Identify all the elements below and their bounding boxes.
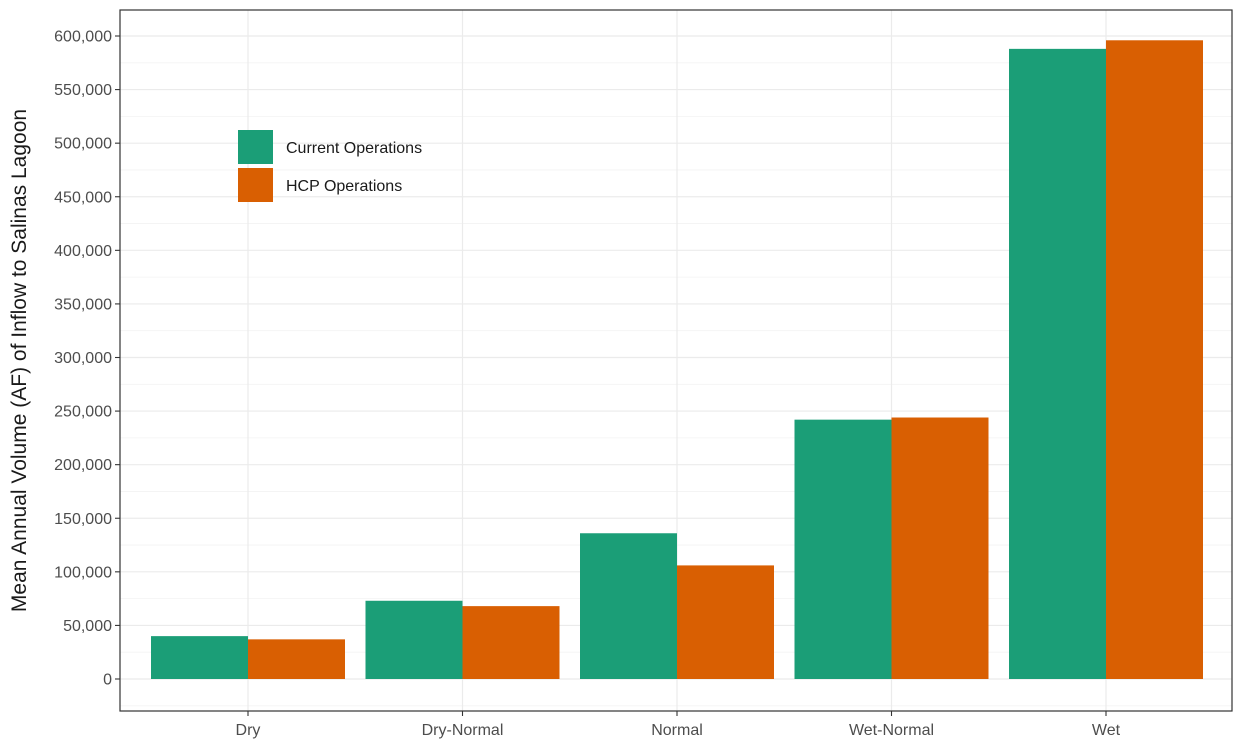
legend-swatch-current bbox=[238, 130, 273, 164]
bars bbox=[151, 40, 1203, 680]
legend-label-current: Current Operations bbox=[286, 140, 422, 157]
y-tick-label: 600,000 bbox=[54, 29, 112, 46]
legend: Current Operations HCP Operations bbox=[238, 130, 422, 202]
y-tick-label: 450,000 bbox=[54, 189, 112, 206]
y-tick-label: 400,000 bbox=[54, 243, 112, 260]
legend-label-hcp: HCP Operations bbox=[286, 178, 402, 195]
x-tick-label-dry: Dry bbox=[236, 722, 261, 739]
bar-current-wet-normal bbox=[794, 419, 892, 679]
bar-hcp-dry bbox=[248, 639, 345, 679]
y-tick-label: 250,000 bbox=[54, 404, 112, 421]
x-tick-label-wet: Wet bbox=[1092, 722, 1121, 739]
bar-hcp-wet-normal bbox=[891, 417, 989, 679]
bar-hcp-wet bbox=[1106, 40, 1203, 679]
y-tick-label: 150,000 bbox=[54, 511, 112, 528]
y-tick-label: 550,000 bbox=[54, 82, 112, 99]
x-tick-label-normal: Normal bbox=[651, 722, 703, 739]
y-tick-label: 500,000 bbox=[54, 136, 112, 153]
y-tick-label: 300,000 bbox=[54, 350, 112, 367]
bar-current-wet bbox=[1009, 48, 1106, 680]
bar-current-dry bbox=[151, 636, 248, 679]
bar-current-normal bbox=[580, 533, 677, 679]
legend-swatch-hcp bbox=[238, 168, 273, 202]
y-tick-label: 200,000 bbox=[54, 457, 112, 474]
x-tick-label-wet-normal: Wet-Normal bbox=[849, 722, 934, 739]
panel-border bbox=[119, 9, 1233, 712]
x-tick-label-dry-normal: Dry-Normal bbox=[422, 722, 504, 739]
y-tick-label: 100,000 bbox=[54, 564, 112, 581]
bar-hcp-normal bbox=[677, 565, 774, 679]
bar-current-dry-normal bbox=[365, 600, 463, 679]
bar-hcp-dry-normal bbox=[462, 606, 560, 679]
x-axis: Dry Dry-Normal Normal Wet-Normal Wet bbox=[236, 711, 1121, 739]
y-tick-label: 50,000 bbox=[63, 618, 112, 635]
y-axis-title: Mean Annual Volume (AF) of Inflow to Sal… bbox=[8, 109, 31, 612]
y-axis: 0 50,000 100,000 150,000 200,000 250,000 300,0… bbox=[54, 29, 120, 689]
y-tick-label: 0 bbox=[103, 672, 112, 689]
y-tick-label: 350,000 bbox=[54, 296, 112, 313]
